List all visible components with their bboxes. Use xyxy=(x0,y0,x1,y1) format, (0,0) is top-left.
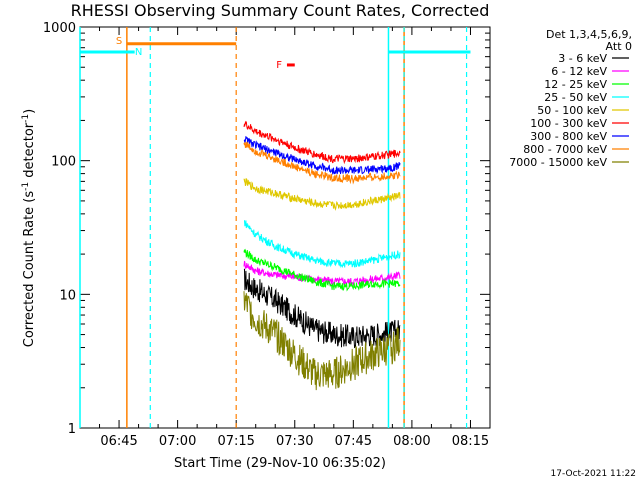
chart-title: RHESSI Observing Summary Count Rates, Co… xyxy=(71,1,490,20)
series-group xyxy=(243,120,401,391)
legend-entry-label: 100 - 300 keV xyxy=(530,117,607,130)
legend-header: Att 0 xyxy=(606,40,632,53)
plot-border xyxy=(79,26,491,429)
x-axis-label: Start Time (29-Nov-10 06:35:02) xyxy=(174,456,386,471)
x-tick-label: 07:45 xyxy=(335,434,372,449)
y-tick-label: 1 xyxy=(68,422,76,437)
x-tick-label: 07:15 xyxy=(217,434,254,449)
timestamp: 17-Oct-2021 11:22 xyxy=(551,469,636,479)
legend-entry-label: 300 - 800 keV xyxy=(530,130,607,143)
legend-entry-label: 12 - 25 keV xyxy=(544,78,607,91)
y-tick-label: 10 xyxy=(59,288,76,303)
plot-area xyxy=(79,26,491,429)
flag-annotation: N xyxy=(135,47,142,58)
legend-entry-label: 3 - 6 keV xyxy=(558,52,607,65)
y-axis-label-sup2: -1 xyxy=(21,114,31,123)
series-line xyxy=(243,268,401,349)
legend-entry-label: 800 - 7000 keV xyxy=(523,143,607,156)
y-tick-label: 100 xyxy=(51,155,76,170)
y-axis-label-sup1: -1 xyxy=(21,182,31,191)
series-line xyxy=(243,291,401,391)
flag-annotation: S xyxy=(116,36,122,47)
series-line xyxy=(244,220,401,269)
y-axis-label-main: Corrected Count Rate (s xyxy=(22,191,37,348)
y-axis-label-end: ) xyxy=(22,109,37,114)
x-tick-label: 07:00 xyxy=(159,434,196,449)
legend-header: Det 1,3,4,5,6,9, xyxy=(546,28,632,41)
series-line xyxy=(243,135,401,176)
y-axis-label: Corrected Count Rate (s-1 detector-1) xyxy=(21,109,37,347)
series-line xyxy=(243,248,401,292)
legend-entry-label: 7000 - 15000 keV xyxy=(509,156,607,169)
series-line xyxy=(243,141,401,185)
series-line xyxy=(243,120,401,165)
legend-entry-label: 50 - 100 keV xyxy=(537,104,607,117)
legend-entry-label: 6 - 12 keV xyxy=(551,65,607,78)
x-tick-label: 08:00 xyxy=(393,434,430,449)
observing-flags: S N F xyxy=(79,27,471,428)
x-tick-label: 07:30 xyxy=(276,434,313,449)
x-axis: 06:45 07:00 07:15 07:30 07:45 08:00 08:15 xyxy=(99,27,489,449)
x-tick-label: 08:15 xyxy=(452,434,489,449)
series-line xyxy=(243,177,401,211)
y-axis: 1 10 100 1000 xyxy=(43,21,490,437)
y-tick-label: 1000 xyxy=(43,21,76,36)
series-line xyxy=(243,260,401,286)
legend-entry-label: 25 - 50 keV xyxy=(544,91,607,104)
flag-annotation: F xyxy=(276,60,282,71)
x-tick-label: 06:45 xyxy=(100,434,137,449)
y-axis-label-mid: detector xyxy=(22,122,37,182)
